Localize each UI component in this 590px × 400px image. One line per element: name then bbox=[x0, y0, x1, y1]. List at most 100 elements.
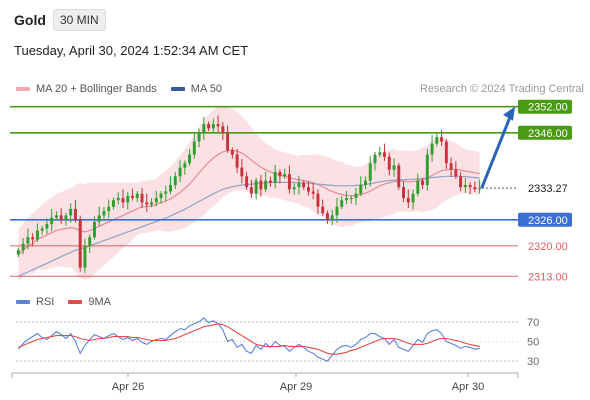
candle-body bbox=[169, 184, 173, 192]
candle-body bbox=[316, 193, 320, 207]
projection-arrow-line bbox=[480, 114, 513, 189]
candle-body bbox=[135, 193, 139, 199]
candle-body bbox=[207, 124, 211, 129]
candle-body bbox=[107, 206, 111, 212]
candle-body bbox=[397, 165, 401, 188]
rsi-swatch bbox=[16, 300, 30, 304]
candle-body bbox=[40, 228, 44, 231]
candle-body bbox=[463, 184, 467, 188]
candle-body bbox=[478, 188, 482, 190]
candle-body bbox=[92, 221, 96, 238]
candle-body bbox=[45, 224, 49, 229]
candle-body bbox=[383, 152, 386, 157]
candle-body bbox=[97, 215, 101, 222]
price-legend: MA 20 + Bollinger Bands MA 50 bbox=[16, 83, 222, 95]
candle-body bbox=[154, 198, 158, 203]
resistance-badge-2352.00 bbox=[518, 99, 572, 114]
rsi-tick-70: 70 bbox=[527, 317, 539, 329]
candle-body bbox=[235, 154, 239, 168]
candle-body bbox=[140, 193, 144, 203]
candle-body bbox=[245, 176, 249, 188]
support-label-2320.00: 2320.00 bbox=[528, 241, 568, 253]
candle-body bbox=[345, 198, 348, 201]
candle-body bbox=[302, 182, 306, 188]
candle-body bbox=[173, 176, 177, 185]
candle-body bbox=[35, 230, 39, 240]
candle-body bbox=[50, 217, 54, 225]
candle-body bbox=[59, 215, 63, 220]
candle-body bbox=[473, 187, 477, 190]
x-tick-label: Apr 29 bbox=[280, 381, 312, 393]
candle-body bbox=[259, 180, 263, 190]
candle-body bbox=[131, 195, 134, 199]
candle-body bbox=[164, 191, 168, 194]
candle-body bbox=[330, 215, 334, 220]
candle-body bbox=[69, 208, 73, 216]
ma50-legend-label: MA 50 bbox=[190, 83, 222, 95]
resistance-label-2352.00: 2352.00 bbox=[528, 102, 568, 114]
candle-body bbox=[368, 163, 372, 181]
candle-body bbox=[254, 180, 258, 194]
candle-body bbox=[416, 180, 420, 194]
candle-body bbox=[292, 187, 296, 190]
candle-body bbox=[240, 167, 244, 177]
candle-body bbox=[349, 198, 353, 200]
candle-body bbox=[325, 213, 329, 220]
candle-body bbox=[264, 180, 268, 190]
timeframe-badge[interactable]: 30 MIN bbox=[53, 9, 106, 31]
candle-body bbox=[335, 206, 339, 216]
candle-body bbox=[26, 237, 30, 244]
candle-body bbox=[183, 163, 187, 168]
rsi-tick-30: 30 bbox=[527, 356, 539, 368]
candle-body bbox=[230, 150, 234, 155]
candle-body bbox=[449, 163, 453, 170]
rsi-panel: 70 50 30 bbox=[16, 317, 539, 368]
candle-body bbox=[468, 184, 472, 188]
candle-body bbox=[202, 124, 206, 133]
candle-body bbox=[116, 198, 120, 201]
candle-body bbox=[31, 237, 35, 240]
candle-body bbox=[73, 208, 77, 220]
candle-body bbox=[145, 202, 149, 205]
ma50-swatch bbox=[170, 87, 185, 91]
candle-body bbox=[126, 195, 130, 203]
candle-body bbox=[268, 180, 272, 183]
candle-body bbox=[421, 180, 425, 185]
candle-body bbox=[283, 174, 287, 177]
candle-body bbox=[411, 193, 415, 203]
candle-body bbox=[102, 211, 106, 216]
candle-body bbox=[83, 245, 87, 268]
candle-body bbox=[373, 154, 377, 164]
candle-body bbox=[159, 193, 163, 199]
candle-body bbox=[311, 191, 315, 194]
bollinger-band bbox=[18, 106, 480, 281]
candle-body bbox=[249, 187, 253, 194]
candle-body bbox=[359, 184, 363, 194]
candle-body bbox=[211, 124, 215, 129]
ma9-legend-label: 9MA bbox=[88, 296, 111, 308]
candle-body bbox=[440, 137, 444, 142]
candle-body bbox=[287, 174, 291, 190]
candle-body bbox=[273, 171, 277, 183]
candle-body bbox=[64, 215, 68, 220]
resistance-label-2346.00: 2346.00 bbox=[528, 128, 568, 140]
x-tick-label: Apr 26 bbox=[112, 381, 144, 393]
candle-body bbox=[354, 193, 358, 199]
ma9-swatch bbox=[68, 300, 83, 304]
pivot-badge-2326.00 bbox=[518, 212, 572, 227]
projection-layer bbox=[480, 106, 515, 189]
candle-body bbox=[121, 198, 125, 203]
candle-body bbox=[197, 132, 201, 142]
candle-body bbox=[226, 132, 230, 151]
candle-body bbox=[54, 215, 58, 218]
datetime-label: Tuesday, April 30, 2024 1:52:34 AM CET bbox=[14, 43, 249, 58]
candle-body bbox=[444, 141, 448, 164]
candle-body bbox=[88, 237, 92, 246]
candle-body bbox=[16, 250, 20, 255]
instrument-title: Gold bbox=[14, 12, 46, 28]
candle-body bbox=[216, 124, 220, 127]
candle-body bbox=[221, 126, 225, 133]
candle-body bbox=[78, 219, 82, 268]
candle-body bbox=[430, 143, 434, 155]
